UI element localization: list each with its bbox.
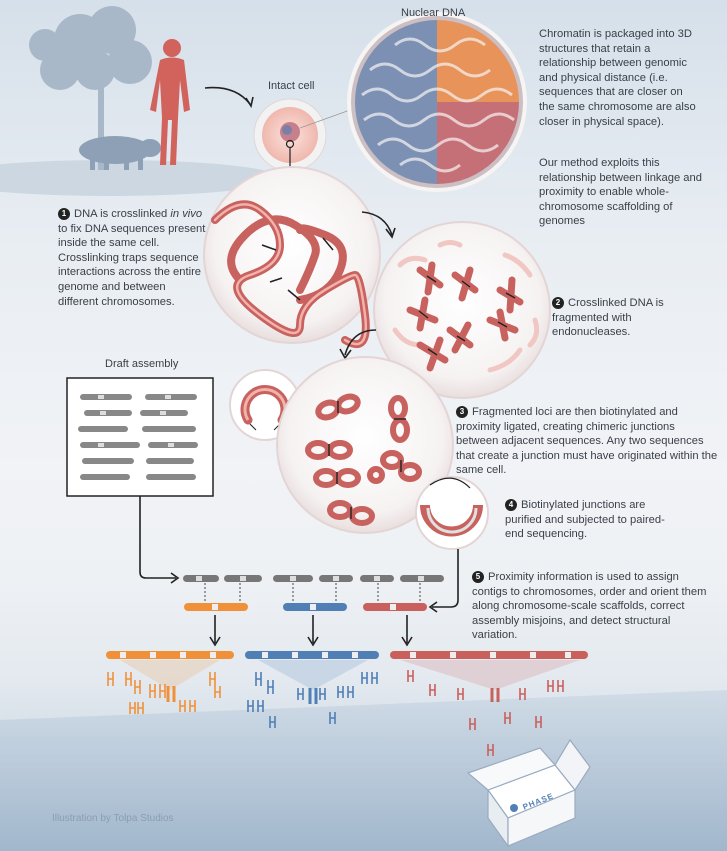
human-icon [150, 39, 190, 165]
arrow-1 [204, 86, 251, 105]
hill [0, 160, 280, 196]
box-icon [466, 738, 591, 848]
contigs [78, 394, 198, 480]
fragmented-dna-circle [373, 221, 551, 399]
chromosome-scaffold-red [390, 651, 588, 659]
step-5-text: 5 Proximity information is used to assign… [472, 571, 707, 642]
ligated-dna-circle [276, 356, 454, 534]
contig-row [183, 575, 444, 582]
intro-paragraph-2: Our method exploits this relationship be… [539, 157, 702, 228]
draft-assembly-box [66, 377, 214, 497]
intro-paragraph-1: Chromatin is packaged into 3D structures… [539, 28, 696, 128]
step-4-text: 4 Biotinylated junctions are purified and… [505, 499, 665, 541]
tree-icon [29, 6, 152, 170]
draft-assembly-label: Draft assembly [105, 358, 179, 370]
step-2-badge: 2 [552, 297, 564, 309]
nuclear-dna-label: Nuclear DNA [401, 7, 466, 19]
step-4-badge: 4 [505, 499, 517, 511]
step-1-badge: 1 [58, 208, 70, 220]
step-1-text: 1 DNA is crosslinked in vivo to fix DNA s… [58, 208, 206, 308]
karyotype-orange [107, 672, 221, 714]
junction-zoom-circle [415, 476, 489, 550]
chromosome-scaffold-blue [245, 651, 379, 659]
nuclear-dna-sphere [347, 12, 527, 192]
step-2-text: 2 Crosslinked DNA is fragmented with endo… [552, 297, 664, 339]
step-3-text: 3 Fragmented loci are then biotinylated a… [456, 406, 718, 477]
floor-shape [0, 690, 727, 851]
illustration-credit: Illustration by Tolpa Studios [52, 813, 174, 824]
karyotype-blue [247, 672, 378, 728]
chromosome-scaffold-orange [106, 651, 234, 659]
pig-icon [79, 136, 161, 170]
crosslinked-dna-circle [203, 166, 381, 349]
step-5-badge: 5 [472, 571, 484, 583]
intact-cell-label: Intact cell [268, 80, 315, 92]
step-3-badge: 3 [456, 406, 468, 418]
karyotype-red [407, 670, 564, 756]
